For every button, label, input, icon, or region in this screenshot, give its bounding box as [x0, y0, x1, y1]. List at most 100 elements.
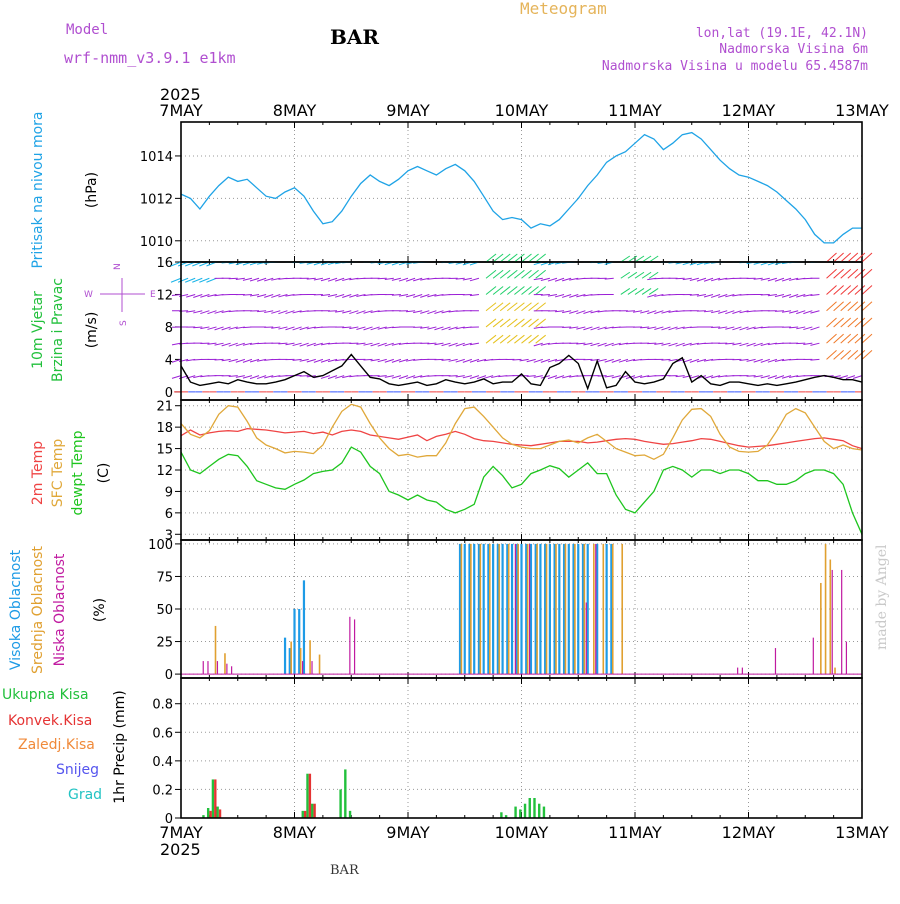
cloud-low-bar: [217, 661, 218, 674]
cloud-high-bar: [501, 544, 503, 674]
x-tick-label-top: 10MAY: [495, 101, 549, 120]
precip-legend-frz: Zaledj.Kisa: [18, 737, 95, 753]
cloud-mid-bar: [825, 544, 827, 674]
precip-total-bar: [543, 807, 545, 818]
cloud-high-bar: [464, 544, 466, 674]
compass-south: S: [119, 320, 129, 326]
wind-barb: [243, 294, 252, 295]
cloud-mid-bar: [593, 544, 595, 674]
cloud-low-bar: [775, 648, 776, 674]
y-tick-label: 0.8: [152, 698, 173, 713]
credit-label: made by Angel: [874, 544, 890, 650]
cloud-mid-bar: [546, 544, 548, 674]
precip-legend-hail: Grad: [68, 787, 102, 803]
temp-unit: (C): [96, 463, 112, 484]
cloud-high-bar: [520, 544, 522, 674]
precip-total-bar: [306, 774, 308, 818]
precip-total-bar: [524, 804, 526, 818]
temp-ylabel-3: dewpt Temp: [70, 430, 86, 515]
station-title: BAR: [330, 25, 379, 49]
precip-total-bar: [519, 809, 521, 818]
precip-total-bar: [216, 807, 218, 818]
cloud-high-bar: [511, 544, 513, 674]
wind-barb: [328, 311, 337, 312]
panel-pressure: 1010 1012 1014: [140, 122, 862, 262]
cloud-low-bar: [595, 544, 596, 674]
precip-conv-bar: [209, 811, 211, 818]
cloud-low-bar: [529, 544, 530, 674]
precip-total-bar: [529, 798, 531, 818]
compass-east: E: [150, 290, 156, 300]
cloud-mid-bar: [565, 544, 567, 674]
cloud-mid-bar: [612, 544, 614, 674]
cloud-high-bar: [587, 544, 589, 674]
cloud-mid-bar: [470, 544, 472, 674]
cloud-high-bar: [303, 580, 305, 674]
cloud-mid-bar: [555, 544, 557, 674]
cloud-high-bar: [558, 544, 560, 674]
y-tick-label: 0.6: [152, 726, 173, 741]
cloud-low-bar: [226, 664, 227, 674]
cloud-mid-bar: [300, 648, 302, 674]
cloud-unit: (%): [92, 598, 108, 622]
cloud-mid-bar: [517, 544, 519, 674]
precip-total-bar: [212, 779, 214, 818]
precip-total-bar: [339, 789, 341, 818]
cloud-high-bar: [568, 544, 570, 674]
precip-conv-bar: [219, 809, 221, 818]
y-tick-label: 1010: [140, 235, 173, 250]
y-tick-label: 25: [156, 636, 173, 651]
y-tick-label: 12: [156, 464, 173, 479]
footer-station: BAR: [330, 863, 360, 878]
wind-barbs: [171, 253, 872, 392]
cloud-low-bar: [832, 570, 833, 674]
precip-total-bar: [538, 804, 540, 818]
cloud-low-bar: [813, 638, 814, 674]
wind-barb: [534, 278, 543, 279]
precip-conv-bar: [309, 774, 311, 818]
precip-total-bar: [500, 812, 502, 818]
precip-conv-bar: [313, 804, 315, 818]
cloud-low-bar: [586, 602, 587, 674]
precip-legend-total: Ukupna Kisa: [2, 687, 89, 703]
model-name: wrf-nmm_v3.9.1 e1km: [64, 49, 236, 67]
y-tick-label: 0: [165, 386, 173, 401]
x-tick-label-top: 11MAY: [608, 101, 662, 120]
wind-barb: [278, 343, 287, 344]
wind-barb: [661, 359, 670, 360]
model-elevation-label: Nadmorska Visina u modelu 65.4587m: [602, 59, 868, 74]
cloud-mid-bar: [480, 544, 482, 674]
cloud-mid-bar: [215, 626, 217, 674]
y-tick-label: 0: [165, 668, 173, 683]
y-tick-label: 50: [156, 603, 173, 618]
y-tick-label: 8: [165, 321, 173, 336]
cloud-mid-bar: [489, 544, 491, 674]
x-tick-label-top: 8MAY: [273, 101, 317, 120]
precip-total-bar: [207, 808, 209, 818]
cloud-high-bar: [530, 544, 532, 674]
y-tick-label: 1014: [140, 150, 173, 165]
x-tick-label-bottom: 9MAY: [386, 823, 430, 842]
cloud-low-bar: [742, 668, 743, 675]
precip-total-bar: [533, 798, 535, 818]
year-bottom: 2025: [160, 840, 201, 859]
cloud-low-bar: [203, 661, 204, 674]
cloud-high-bar: [284, 638, 286, 674]
cloud-mid-bar: [829, 560, 831, 675]
y-tick-label: 21: [156, 400, 173, 415]
cloud-low-bar: [846, 642, 847, 675]
y-tick-label: 0.4: [152, 755, 173, 770]
cloud-low-bar: [349, 617, 350, 674]
precip-total-bar: [344, 769, 346, 818]
meteogram-title: Meteogram: [520, 0, 607, 18]
pressure-unit: (hPa): [84, 172, 100, 208]
cloud-mid-bar: [461, 544, 463, 674]
y-tick-label: 1012: [140, 192, 173, 207]
precip-legend-conv: Konvek.Kisa: [8, 713, 92, 729]
x-tick-label-bottom: 13MAY: [835, 823, 889, 842]
wind-barb: [676, 278, 685, 279]
model-label: Model: [66, 22, 108, 38]
precip-total-bar: [514, 807, 516, 818]
